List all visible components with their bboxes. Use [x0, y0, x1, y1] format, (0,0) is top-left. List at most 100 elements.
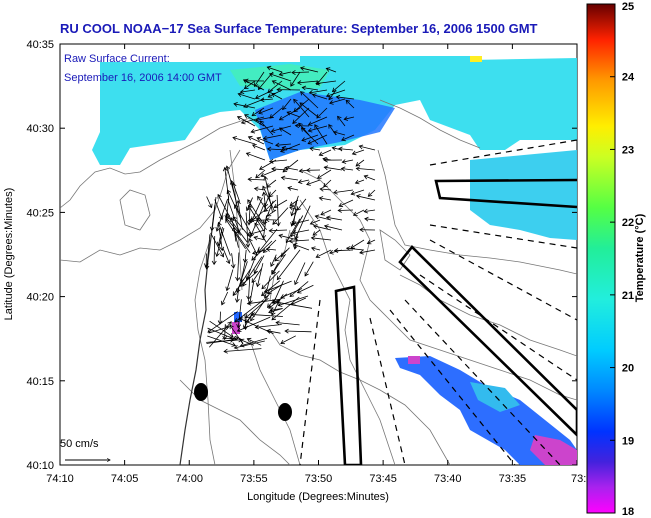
current-vector-head — [307, 127, 313, 133]
y-tick-label: 40:10 — [26, 460, 54, 472]
current-vector — [346, 247, 365, 251]
current-vector — [328, 89, 337, 100]
colorbar-tick-label: 21 — [622, 290, 634, 302]
current-vector — [359, 145, 376, 151]
x-tick-label: 74:10 — [46, 473, 74, 485]
current-vector — [264, 191, 271, 207]
current-vector-head — [227, 321, 232, 326]
current-vector — [206, 196, 212, 208]
current-vector-head — [364, 216, 369, 222]
current-vector — [260, 169, 277, 177]
current-vector-head — [276, 87, 281, 93]
current-vector — [285, 167, 299, 171]
current-vector — [206, 339, 234, 344]
current-vector — [255, 89, 274, 99]
current-vector-head — [320, 211, 326, 216]
current-vector — [238, 93, 256, 100]
current-vector — [323, 179, 332, 188]
current-vector-head — [261, 284, 266, 290]
current-vector — [298, 179, 310, 183]
current-vector-head — [229, 333, 234, 338]
current-vector — [324, 225, 343, 231]
current-vector-head — [318, 151, 324, 157]
current-vector — [293, 99, 310, 118]
current-vector — [222, 248, 230, 264]
current-vector-head — [259, 97, 265, 103]
current-vector — [286, 111, 301, 118]
current-vector-head — [296, 206, 302, 211]
y-tick-label: 40:25 — [26, 207, 54, 219]
current-vector-head — [251, 256, 256, 261]
current-vector-head — [352, 211, 358, 216]
current-vector-head — [209, 226, 215, 232]
current-vector-head — [204, 265, 210, 270]
current-vector — [248, 205, 265, 232]
current-vector-head — [239, 342, 245, 348]
current-vector — [257, 196, 268, 212]
current-vector-head — [281, 145, 287, 151]
current-vector-head — [217, 193, 222, 199]
current-vector — [224, 167, 230, 201]
current-vector — [268, 308, 283, 313]
current-vector — [350, 239, 365, 249]
sst-pixel-magenta — [232, 322, 240, 334]
current-vector-head — [224, 325, 230, 330]
y-tick-label: 40:30 — [26, 123, 54, 135]
current-vector-head — [262, 135, 268, 141]
current-vector-head — [211, 260, 217, 266]
current-vector — [219, 311, 221, 325]
current-vector — [269, 73, 292, 82]
current-vector-head — [243, 84, 249, 90]
lane-box-east — [434, 178, 577, 209]
current-vector-head — [253, 186, 259, 192]
current-vector-head — [293, 245, 298, 250]
current-vector-head — [367, 192, 373, 197]
current-vector — [264, 280, 292, 293]
current-vector-head — [290, 211, 295, 217]
current-vector — [211, 197, 217, 231]
current-vector-head — [231, 182, 237, 188]
current-vector — [207, 311, 238, 333]
sst-patch-southeast-cyan — [470, 382, 520, 412]
current-vector — [271, 168, 288, 171]
sst-patch-east — [470, 150, 577, 240]
current-vector-head — [251, 216, 256, 222]
current-vector-head — [247, 199, 252, 204]
current-vector-head — [363, 208, 369, 214]
current-vector-head — [310, 235, 316, 241]
current-vector — [248, 278, 251, 300]
current-vector-head — [335, 94, 341, 100]
current-vector — [359, 249, 376, 254]
current-vector — [316, 249, 332, 258]
current-vector — [237, 299, 242, 328]
current-vector — [246, 152, 266, 161]
current-vector-head — [271, 92, 276, 98]
current-vector-head — [366, 239, 372, 245]
current-vector-head — [296, 289, 302, 294]
current-vector-head — [266, 289, 272, 295]
current-vector-head — [245, 275, 251, 281]
current-vector — [208, 326, 230, 334]
current-vector-head — [225, 165, 230, 171]
current-vector-head — [278, 71, 284, 77]
current-vector-head — [235, 276, 240, 282]
current-vector — [240, 89, 256, 93]
current-vector — [210, 232, 224, 257]
current-vector-head — [350, 244, 355, 249]
current-vector — [338, 199, 354, 207]
x-tick-label: 74:00 — [175, 473, 203, 485]
sst-patch-southeast — [395, 356, 577, 465]
current-vector-head — [337, 208, 342, 213]
current-vector — [244, 313, 246, 330]
current-vector-head — [355, 166, 361, 172]
current-vector-head — [252, 250, 257, 255]
current-vector — [307, 134, 328, 145]
current-vector — [345, 100, 355, 109]
current-vector-head — [278, 233, 284, 239]
current-vector-head — [255, 173, 260, 179]
y-axis-ticks: 40:35 40:30 40:25 40:20 40:15 40:10 — [26, 39, 577, 472]
current-vector — [251, 268, 262, 283]
current-vector — [243, 312, 254, 329]
current-vector-head — [328, 123, 333, 129]
current-vector-head — [256, 217, 262, 223]
